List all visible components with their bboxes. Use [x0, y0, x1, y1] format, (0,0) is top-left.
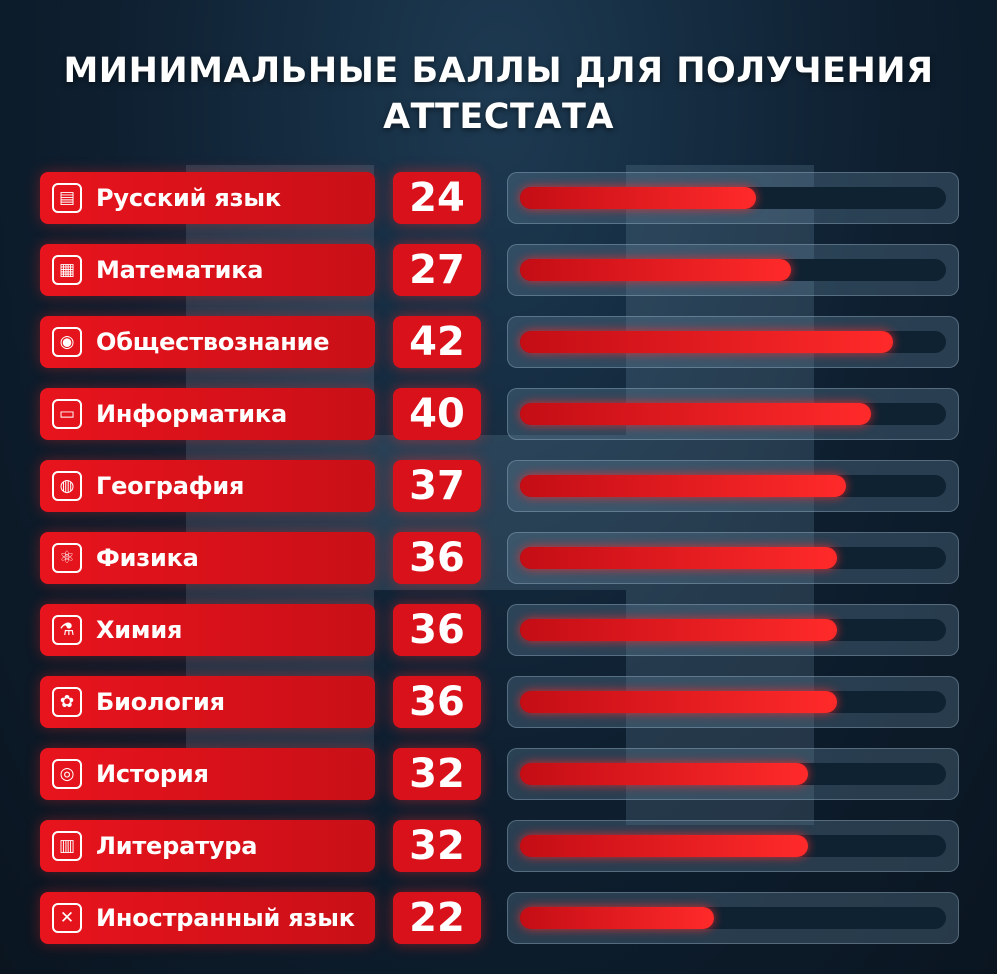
bar-track-inner: [520, 187, 946, 209]
bar-track-inner: [520, 691, 946, 713]
chart-title: МИНИМАЛЬНЫЕ БАЛЛЫ ДЛЯ ПОЛУЧЕНИЯ АТТЕСТАТ…: [0, 48, 997, 140]
bar: [520, 907, 714, 929]
subject-row: ▤ Русский язык 24: [0, 172, 997, 226]
bar: [520, 187, 756, 209]
subject-row: ▦ Математика 27: [0, 244, 997, 298]
data-label: 32: [393, 748, 481, 800]
subject-label: ⚗ Химия: [40, 604, 375, 656]
subject-label: ▦ Математика: [40, 244, 375, 296]
bar-track: [507, 676, 959, 728]
bar-track: [507, 460, 959, 512]
bar-track-inner: [520, 403, 946, 425]
tick-label: Химия: [96, 616, 183, 644]
subject-label: ◎ История: [40, 748, 375, 800]
bar-track-inner: [520, 907, 946, 929]
bar-track: [507, 748, 959, 800]
sprout-icon: ✿: [52, 687, 82, 717]
calculator-icon: ▦: [52, 255, 82, 285]
data-label: 36: [393, 532, 481, 584]
tick-label: Информатика: [96, 400, 287, 428]
subject-label: ◍ География: [40, 460, 375, 512]
bar-track: [507, 820, 959, 872]
atom-icon: ⚛: [52, 543, 82, 573]
data-label: 36: [393, 676, 481, 728]
title-line-2: АТТЕСТАТА: [383, 97, 614, 137]
data-label: 40: [393, 388, 481, 440]
data-label: 42: [393, 316, 481, 368]
bar: [520, 259, 791, 281]
bar-track-inner: [520, 763, 946, 785]
title-line-1: МИНИМАЛЬНЫЕ БАЛЛЫ ДЛЯ ПОЛУЧЕНИЯ: [63, 51, 934, 91]
data-label: 27: [393, 244, 481, 296]
flask-icon: ⚗: [52, 615, 82, 645]
tick-label: Математика: [96, 256, 264, 284]
subject-label: ✿ Биология: [40, 676, 375, 728]
subject-row: ⚛ Физика 36: [0, 532, 997, 586]
data-label: 37: [393, 460, 481, 512]
uk-flag-icon: ✕: [52, 903, 82, 933]
tick-label: Иностранный язык: [96, 904, 355, 932]
globe-stand-icon: ◎: [52, 759, 82, 789]
bar-track-inner: [520, 259, 946, 281]
bar: [520, 475, 846, 497]
tick-label: Физика: [96, 544, 199, 572]
bar-track-inner: [520, 619, 946, 641]
data-label: 22: [393, 892, 481, 944]
bar: [520, 547, 837, 569]
bar-track: [507, 244, 959, 296]
bar: [520, 835, 808, 857]
subject-row: ◍ География 37: [0, 460, 997, 514]
subject-label: ▥ Литература: [40, 820, 375, 872]
bar-track-inner: [520, 547, 946, 569]
certificate-icon: ◉: [52, 327, 82, 357]
bar-track-inner: [520, 835, 946, 857]
bar-track-inner: [520, 331, 946, 353]
subject-label: ⚛ Физика: [40, 532, 375, 584]
subject-row: ◎ История 32: [0, 748, 997, 802]
bar-track-inner: [520, 475, 946, 497]
bar: [520, 403, 871, 425]
tick-label: Обществознание: [96, 328, 330, 356]
bar-track: [507, 388, 959, 440]
data-label: 24: [393, 172, 481, 224]
bar: [520, 331, 893, 353]
subject-row: ✿ Биология 36: [0, 676, 997, 730]
tick-label: История: [96, 760, 209, 788]
subject-row: ▭ Информатика 40: [0, 388, 997, 442]
tick-label: Биология: [96, 688, 225, 716]
book-icon: ▤: [52, 183, 82, 213]
laptop-icon: ▭: [52, 399, 82, 429]
bar-track: [507, 532, 959, 584]
bar-track: [507, 892, 959, 944]
data-label: 32: [393, 820, 481, 872]
subject-row: ✕ Иностранный язык 22: [0, 892, 997, 946]
subject-row: ▥ Литература 32: [0, 820, 997, 874]
bar: [520, 763, 808, 785]
open-book-icon: ▥: [52, 831, 82, 861]
bar: [520, 691, 837, 713]
bar-track: [507, 172, 959, 224]
tick-label: География: [96, 472, 245, 500]
subject-label: ✕ Иностранный язык: [40, 892, 375, 944]
bar-track: [507, 316, 959, 368]
data-label: 36: [393, 604, 481, 656]
tick-label: Русский язык: [96, 184, 281, 212]
subject-row: ◉ Обществознание 42: [0, 316, 997, 370]
tick-label: Литература: [96, 832, 258, 860]
subject-label: ▤ Русский язык: [40, 172, 375, 224]
subject-label: ▭ Информатика: [40, 388, 375, 440]
bar: [520, 619, 837, 641]
bar-track: [507, 604, 959, 656]
subject-label: ◉ Обществознание: [40, 316, 375, 368]
globe-icon: ◍: [52, 471, 82, 501]
subject-row: ⚗ Химия 36: [0, 604, 997, 658]
